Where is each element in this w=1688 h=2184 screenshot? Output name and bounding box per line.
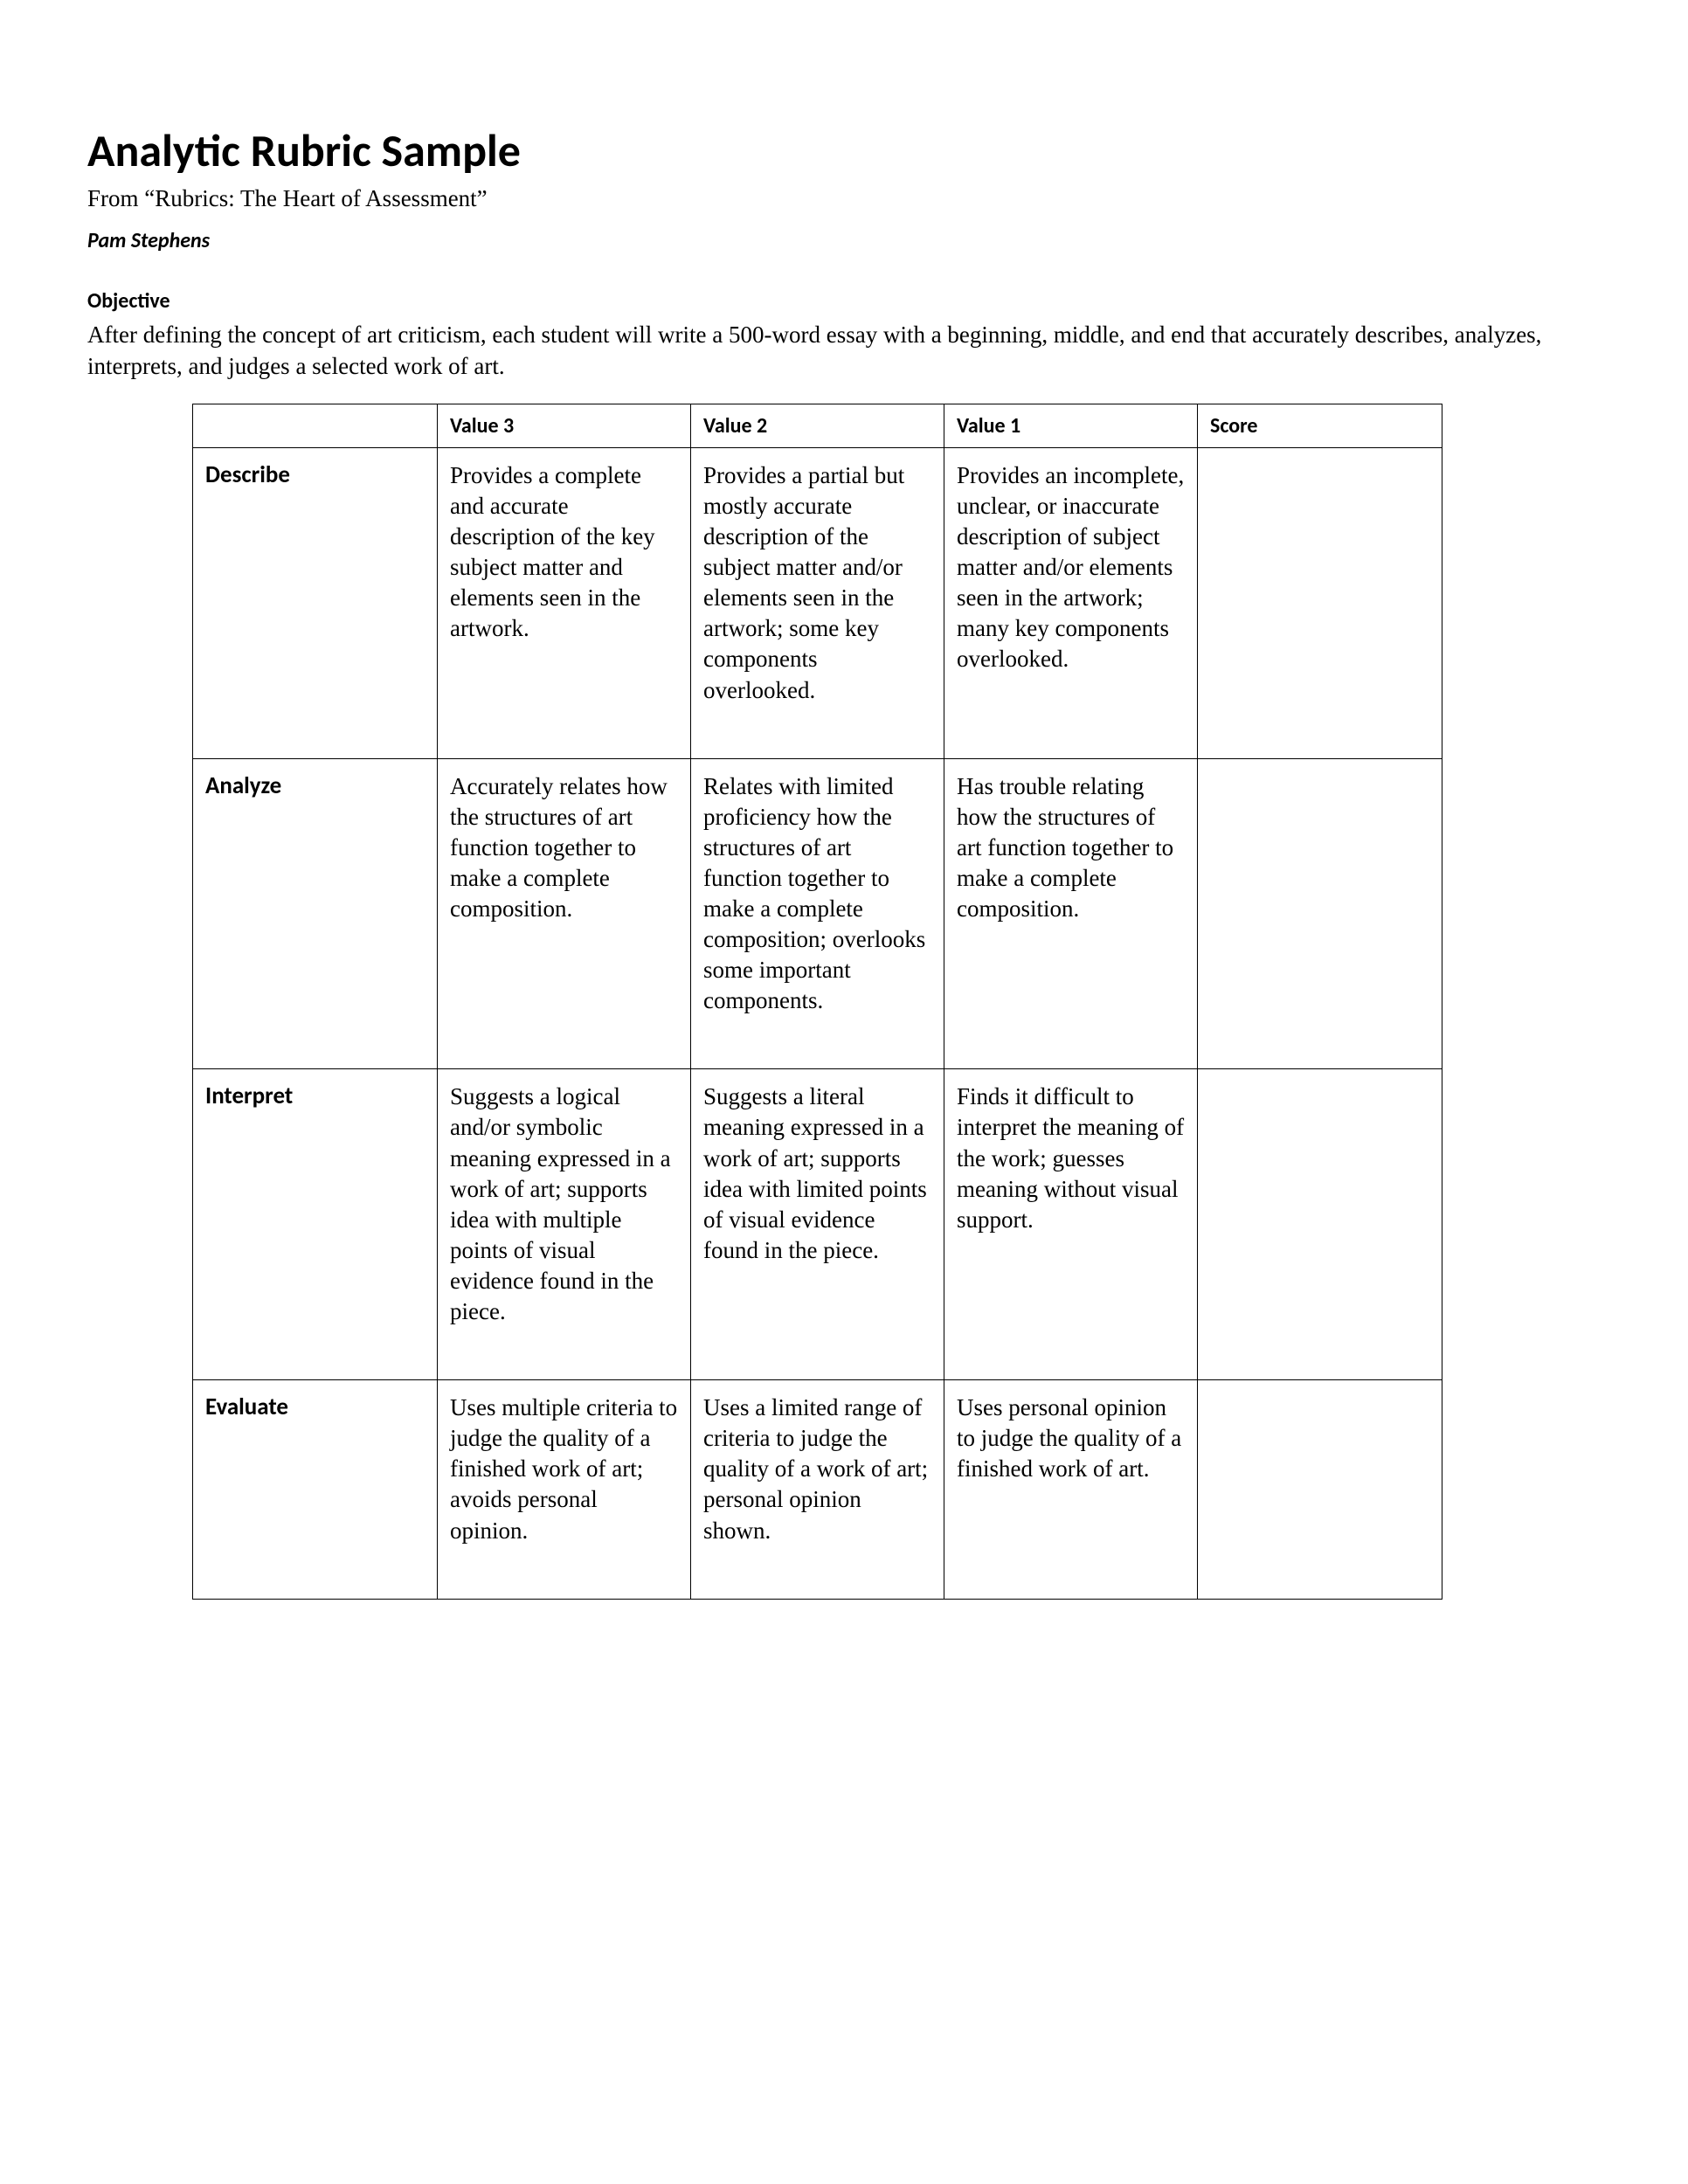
header-value-2: Value 2	[691, 404, 944, 447]
header-value-1: Value 1	[944, 404, 1198, 447]
value-1-cell: Finds it difficult to interpret the mean…	[944, 1069, 1198, 1380]
table-row: InterpretSuggests a logical and/or symbo…	[193, 1069, 1442, 1380]
objective-text: After defining the concept of art critic…	[87, 319, 1601, 383]
criterion-cell: Interpret	[193, 1069, 438, 1380]
score-cell	[1198, 758, 1442, 1069]
page-title: Analytic Rubric Sample	[87, 122, 1601, 178]
value-2-cell: Suggests a literal meaning expressed in …	[691, 1069, 944, 1380]
value-2-cell: Provides a partial but mostly accurate d…	[691, 447, 944, 758]
value-1-cell: Provides an incomplete, unclear, or inac…	[944, 447, 1198, 758]
table-row: EvaluateUses multiple criteria to judge …	[193, 1380, 1442, 1599]
score-cell	[1198, 1380, 1442, 1599]
subtitle: From “Rubrics: The Heart of Assessment”	[87, 185, 1601, 212]
header-blank	[193, 404, 438, 447]
value-1-cell: Has trouble relating how the structures …	[944, 758, 1198, 1069]
value-3-cell: Uses multiple criteria to judge the qual…	[438, 1380, 691, 1599]
value-2-cell: Relates with limited proficiency how the…	[691, 758, 944, 1069]
score-cell	[1198, 1069, 1442, 1380]
value-1-cell: Uses personal opinion to judge the quali…	[944, 1380, 1198, 1599]
table-row: DescribeProvides a complete and accurate…	[193, 447, 1442, 758]
value-3-cell: Accurately relates how the structures of…	[438, 758, 691, 1069]
criterion-cell: Describe	[193, 447, 438, 758]
table-header-row: Value 3 Value 2 Value 1 Score	[193, 404, 1442, 447]
criterion-cell: Evaluate	[193, 1380, 438, 1599]
value-3-cell: Provides a complete and accurate descrip…	[438, 447, 691, 758]
table-row: AnalyzeAccurately relates how the struct…	[193, 758, 1442, 1069]
rubric-table: Value 3 Value 2 Value 1 Score DescribePr…	[192, 404, 1442, 1600]
score-cell	[1198, 447, 1442, 758]
criterion-cell: Analyze	[193, 758, 438, 1069]
author: Pam Stephens	[87, 228, 1601, 253]
value-2-cell: Uses a limited range of criteria to judg…	[691, 1380, 944, 1599]
header-value-3: Value 3	[438, 404, 691, 447]
objective-heading: Objective	[87, 288, 1601, 314]
header-score: Score	[1198, 404, 1442, 447]
value-3-cell: Suggests a logical and/or symbolic meani…	[438, 1069, 691, 1380]
